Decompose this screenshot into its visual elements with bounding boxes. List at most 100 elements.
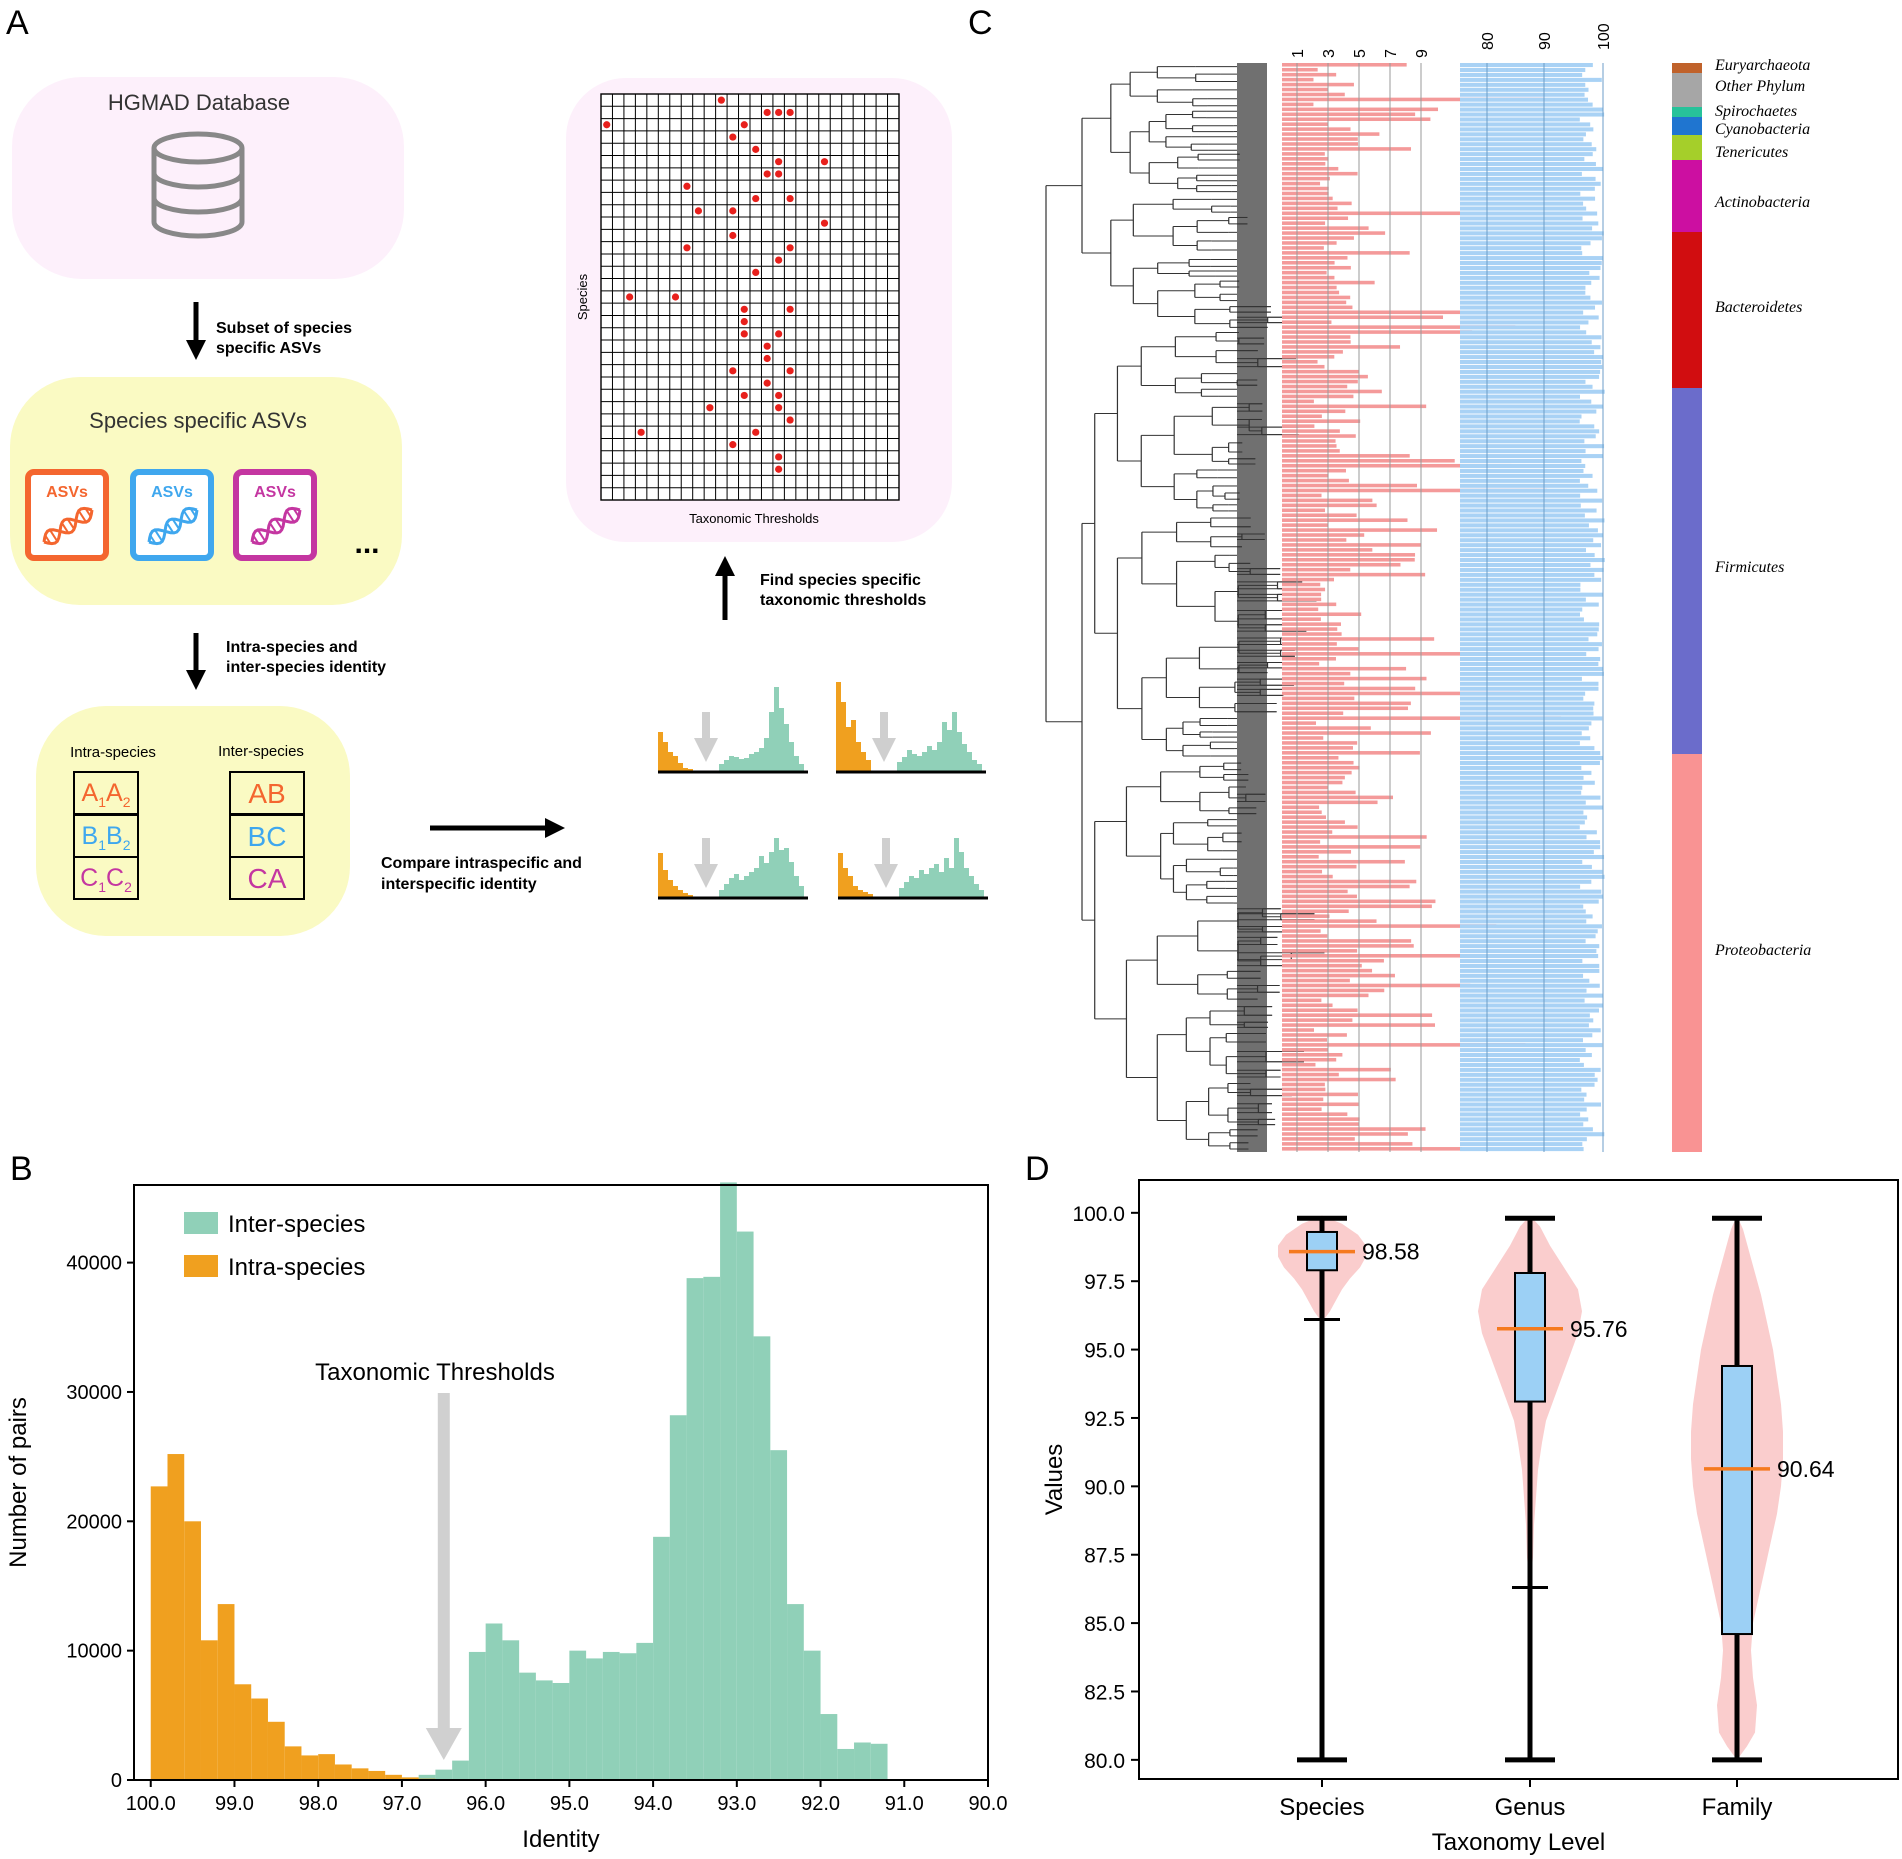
identity-bar — [1460, 454, 1603, 459]
mini-bar-inter — [934, 864, 939, 898]
dna-rung — [44, 534, 52, 545]
dna-rung — [84, 507, 92, 518]
count-bar — [1282, 780, 1343, 785]
count-bar — [1282, 954, 1487, 958]
asv-box-title: Species specific ASVs — [89, 408, 307, 433]
inter-pair-text: AB — [248, 778, 285, 809]
mini-bar-intra — [658, 853, 663, 898]
grid-dot — [740, 330, 748, 338]
count-bar — [1282, 394, 1354, 399]
count-bar — [1282, 107, 1439, 112]
database-label: HGMAD Database — [108, 90, 290, 115]
phylum-label: Bacteroidetes — [1715, 299, 1802, 316]
bar-intra-species — [267, 1721, 285, 1780]
identity-bar — [1460, 300, 1602, 305]
mini-histogram — [836, 682, 986, 774]
identity-bar — [1460, 350, 1595, 355]
grid-dot — [706, 404, 714, 412]
grid-dot — [775, 330, 783, 338]
identity-bar — [1460, 236, 1602, 241]
count-bar — [1282, 765, 1360, 770]
count-bar — [1282, 909, 1349, 914]
count-bar — [1282, 904, 1432, 909]
count-bar — [1282, 196, 1333, 201]
identity-bar — [1460, 280, 1592, 285]
count-bar — [1282, 360, 1318, 364]
count-bar — [1282, 315, 1444, 320]
identity-bar — [1460, 1142, 1583, 1147]
identity-bar — [1460, 622, 1600, 627]
dna-strand — [42, 506, 93, 543]
count-bar — [1282, 671, 1351, 676]
mini-bar-inter — [972, 760, 977, 772]
mini-bar-intra — [663, 870, 668, 898]
identity-bar — [1460, 211, 1598, 216]
x-tick-label: Family — [1702, 1794, 1773, 1821]
count-bar — [1282, 924, 1497, 928]
mini-bar-intra — [683, 768, 688, 772]
count-bar — [1282, 1048, 1329, 1052]
grid-y-label: Species — [575, 273, 590, 320]
identity-bar — [1460, 533, 1603, 538]
identity-bar — [1460, 780, 1595, 785]
dna-strand — [251, 509, 302, 546]
identity-bar — [1460, 335, 1602, 340]
identity-bar — [1460, 701, 1595, 706]
grid-dot — [683, 244, 691, 252]
identity-bar — [1460, 835, 1587, 840]
dna-rung — [189, 507, 197, 518]
dna-rung — [66, 518, 75, 530]
mini-bar-inter — [947, 730, 952, 772]
count-bar — [1282, 1117, 1360, 1121]
identity-bar — [1460, 1107, 1587, 1112]
count-bar — [1282, 1122, 1360, 1126]
identity-bar — [1460, 528, 1598, 533]
bar-inter-species — [636, 1642, 654, 1780]
mini-bar-intra — [846, 727, 851, 772]
mini-bar-intra — [678, 890, 683, 898]
inter-cell — [229, 856, 305, 900]
identity-bar — [1460, 681, 1599, 686]
bar-inter-species — [770, 1450, 788, 1780]
asv-card-label: ASVs — [254, 484, 296, 501]
intra-pair-row: B1B2 — [73, 814, 139, 858]
bar-inter-species — [619, 1653, 637, 1780]
identity-bar — [1460, 473, 1593, 478]
identity-bar — [1460, 221, 1599, 226]
identity-bar — [1460, 711, 1594, 716]
grid-dot — [775, 391, 783, 400]
mini-bar-inter — [759, 856, 764, 898]
count-bar — [1282, 939, 1412, 943]
identity-bar — [1460, 642, 1602, 647]
grid-dot — [775, 465, 783, 473]
grid-dot — [717, 96, 725, 104]
identity-bar — [1460, 424, 1595, 429]
identity-bar — [1460, 231, 1604, 236]
identity-bar — [1460, 998, 1585, 1003]
identity-bar — [1460, 449, 1586, 454]
count-bar — [1282, 1028, 1315, 1032]
identity-bar — [1460, 963, 1600, 968]
phylum-segment — [1672, 232, 1702, 388]
dna-rung — [180, 518, 183, 522]
y-tick-label: 97.5 — [1084, 1271, 1125, 1294]
count-bar — [1282, 810, 1322, 815]
grid-dot — [763, 379, 771, 387]
bar-inter-species — [653, 1536, 670, 1780]
identity-bar — [1460, 949, 1597, 954]
phylum-segment — [1672, 117, 1702, 135]
identity-bar — [1460, 518, 1605, 523]
dna-rung — [269, 522, 278, 534]
count-bar — [1282, 374, 1368, 379]
mini-threshold-arrow — [874, 838, 898, 888]
count-bar — [1282, 176, 1330, 181]
legend-label: Inter-species — [228, 1211, 365, 1238]
x-axis-label: Identity — [522, 1826, 599, 1853]
mini-bar-intra — [863, 892, 868, 898]
count-bar — [1282, 558, 1415, 562]
identity-bar — [1460, 374, 1600, 379]
identity-bar — [1460, 275, 1600, 280]
step1-line1: Subset of species — [216, 320, 352, 337]
dna-rung — [285, 510, 295, 523]
bar-intra-species — [234, 1684, 252, 1780]
